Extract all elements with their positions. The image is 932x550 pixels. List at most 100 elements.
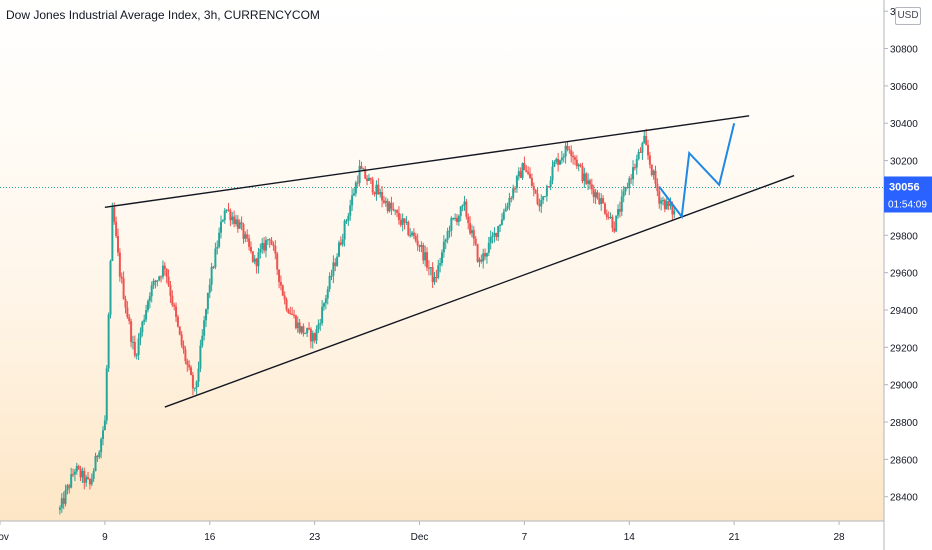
- price-tick-label: 29400: [890, 306, 918, 317]
- candle-body: [139, 332, 142, 339]
- candle-body: [210, 266, 213, 285]
- candle-body: [358, 166, 361, 184]
- candle-body: [463, 201, 466, 206]
- candle-body: [124, 299, 127, 308]
- candle-body: [339, 242, 342, 245]
- candle-body: [240, 222, 243, 225]
- candle-body: [412, 232, 415, 236]
- candle-body: [495, 232, 498, 238]
- price-tick-label: 29800: [890, 231, 918, 242]
- candle-body: [75, 465, 78, 472]
- candle-body: [448, 230, 451, 232]
- trendlines-group[interactable]: [104, 115, 795, 408]
- candle-body: [328, 275, 331, 290]
- candle-body: [349, 205, 352, 216]
- candle-body: [191, 374, 194, 389]
- candle-body: [654, 170, 657, 184]
- candle-body: [197, 368, 200, 382]
- candle-body: [255, 258, 258, 267]
- candle-body: [388, 202, 391, 212]
- candle-body: [635, 159, 638, 168]
- candle-body: [538, 203, 541, 207]
- time-tick-label: 9: [102, 532, 108, 543]
- candle-body: [135, 354, 138, 356]
- price-tick-label: 30600: [890, 82, 918, 93]
- price-tick-label: 28400: [890, 493, 918, 504]
- candle-body: [362, 168, 365, 170]
- candle-body: [278, 269, 281, 282]
- candle-body: [126, 307, 129, 318]
- candle-body: [319, 323, 322, 325]
- candle-body: [426, 252, 429, 268]
- candle-body: [251, 251, 254, 262]
- bar-countdown: 01:54:09: [888, 199, 927, 210]
- candle-body: [575, 159, 578, 167]
- candle-body: [572, 155, 575, 158]
- candle-body: [107, 314, 110, 369]
- candle-body: [324, 298, 327, 304]
- candle-body: [536, 193, 539, 204]
- candle-body: [261, 242, 264, 249]
- candle-body: [90, 478, 93, 485]
- price-tick-label: 30400: [890, 119, 918, 130]
- candle-body: [392, 208, 395, 211]
- candle-body: [158, 276, 161, 281]
- currency-badge[interactable]: USD: [895, 7, 921, 25]
- candle-body: [64, 490, 67, 504]
- candle-body: [401, 218, 404, 225]
- candle-body: [294, 315, 297, 329]
- candle-body: [58, 507, 61, 510]
- candle-body: [568, 149, 571, 151]
- candle-body: [85, 477, 88, 483]
- candle-body: [72, 474, 75, 476]
- candle-body: [263, 242, 266, 251]
- candle-body: [326, 289, 329, 299]
- candle-body: [341, 239, 344, 245]
- candle-body: [493, 232, 496, 236]
- candle-body: [225, 209, 228, 211]
- candle-body: [60, 498, 63, 508]
- candle-body: [315, 329, 318, 341]
- candle-body: [188, 364, 191, 368]
- candle-body: [459, 206, 462, 217]
- candle-body: [330, 275, 333, 277]
- candle-body: [529, 173, 532, 178]
- candle-body: [397, 212, 400, 221]
- time-tick-label: 28: [833, 532, 845, 543]
- candle-body: [193, 387, 196, 389]
- candle-body: [87, 477, 90, 479]
- candle-body: [624, 187, 627, 192]
- candle-body: [242, 224, 245, 239]
- candle-body: [345, 220, 348, 222]
- candle-body: [444, 239, 447, 242]
- candle-body: [620, 196, 623, 212]
- candle-body: [287, 309, 290, 313]
- candle-body: [532, 186, 535, 191]
- candle-body: [83, 470, 86, 483]
- last-price-box: [884, 176, 932, 213]
- lower-trendline[interactable]: [164, 174, 795, 408]
- candle-body: [521, 163, 524, 178]
- candle-body: [384, 200, 387, 203]
- candle-body: [633, 167, 636, 169]
- candle-body: [103, 420, 106, 431]
- candle-body: [184, 349, 187, 362]
- candle-body: [429, 267, 432, 269]
- candle-body: [137, 338, 140, 355]
- candle-body: [352, 193, 355, 196]
- upper-trendline[interactable]: [104, 115, 750, 208]
- candle-body: [472, 230, 475, 239]
- candle-body: [369, 177, 372, 180]
- projection-group[interactable]: [658, 123, 736, 220]
- candle-body: [371, 179, 374, 193]
- candle-body: [176, 316, 179, 327]
- candle-body: [156, 280, 159, 282]
- candle-body: [186, 361, 189, 365]
- projection-path[interactable]: [658, 123, 736, 220]
- time-axis[interactable]: Nov 9 16 23 Dec 7 14 21 28: [0, 521, 845, 543]
- candle-body: [337, 242, 340, 257]
- candle-body: [645, 135, 648, 145]
- candle-body: [128, 317, 131, 322]
- candle-body: [517, 171, 520, 177]
